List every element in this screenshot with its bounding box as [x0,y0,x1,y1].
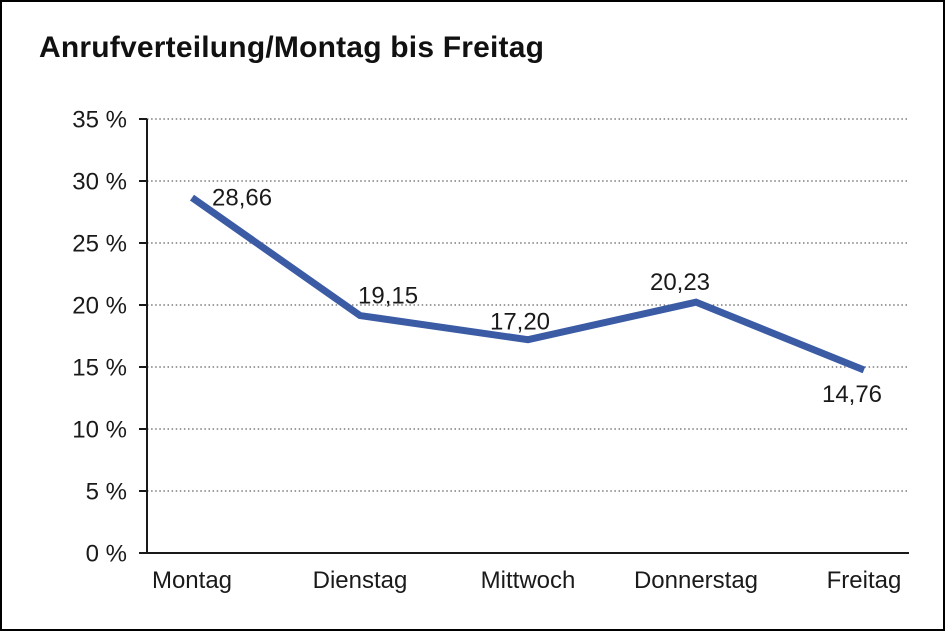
chart-title: Anrufverteilung/Montag bis Freitag [39,31,545,64]
x-category-label: Mittwoch [481,567,576,594]
y-tick-label: 35 % [72,107,127,134]
data-series-line [189,194,866,374]
x-category-label: Dienstag [313,567,408,594]
y-tick-label: 15 % [72,355,127,382]
y-tick-label: 30 % [72,169,127,196]
data-point-label: 20,23 [650,269,710,296]
y-tick-label: 10 % [72,417,127,444]
data-point-label: 19,15 [358,283,418,310]
data-point-label: 28,66 [212,185,272,212]
y-tick-label: 20 % [72,293,127,320]
y-tick-label: 5 % [86,479,127,506]
data-point-label: 17,20 [490,309,550,336]
x-category-label: Montag [152,567,232,594]
x-category-label: Donnerstag [634,567,758,594]
x-category-label: Freitag [827,567,902,594]
y-tick-label: 0 % [86,541,127,568]
data-point-label: 14,76 [822,381,882,408]
y-tick-label: 25 % [72,231,127,258]
